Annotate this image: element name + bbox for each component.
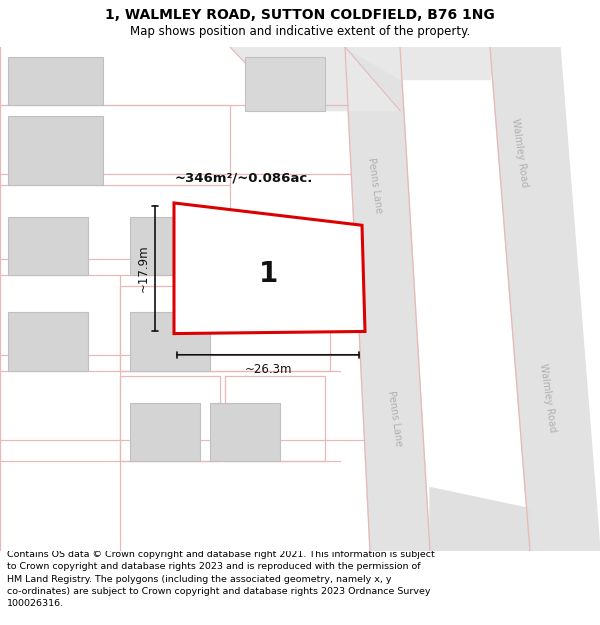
Polygon shape	[230, 47, 400, 111]
Bar	[8, 217, 88, 275]
Text: ~17.9m: ~17.9m	[137, 244, 150, 292]
Text: Map shows position and indicative extent of the property.: Map shows position and indicative extent…	[130, 24, 470, 38]
Bar	[210, 402, 280, 461]
Text: Walmley Road: Walmley Road	[510, 118, 530, 188]
Bar	[130, 312, 210, 371]
Bar	[225, 376, 325, 461]
Bar	[120, 286, 330, 371]
Bar	[120, 376, 220, 461]
Text: Penns Lane: Penns Lane	[366, 156, 384, 213]
Text: 1, WALMLEY ROAD, SUTTON COLDFIELD, B76 1NG: 1, WALMLEY ROAD, SUTTON COLDFIELD, B76 1…	[105, 8, 495, 22]
Polygon shape	[490, 47, 600, 551]
Text: Contains OS data © Crown copyright and database right 2021. This information is : Contains OS data © Crown copyright and d…	[7, 550, 435, 608]
Text: 1: 1	[259, 259, 278, 288]
Bar	[8, 58, 103, 105]
Bar	[225, 222, 315, 302]
Bar	[8, 116, 103, 185]
Polygon shape	[174, 203, 365, 334]
Bar	[245, 58, 325, 111]
Bar	[220, 243, 320, 312]
Bar	[130, 402, 200, 461]
Polygon shape	[345, 47, 490, 79]
Polygon shape	[430, 488, 530, 551]
Text: ~346m²/~0.086ac.: ~346m²/~0.086ac.	[175, 172, 313, 185]
Polygon shape	[345, 47, 430, 551]
Polygon shape	[430, 509, 530, 551]
Text: ~26.3m: ~26.3m	[244, 363, 292, 376]
Bar	[8, 312, 88, 371]
Bar	[130, 217, 210, 275]
Text: Walmley Road: Walmley Road	[538, 362, 558, 432]
Text: Penns Lane: Penns Lane	[386, 390, 404, 447]
